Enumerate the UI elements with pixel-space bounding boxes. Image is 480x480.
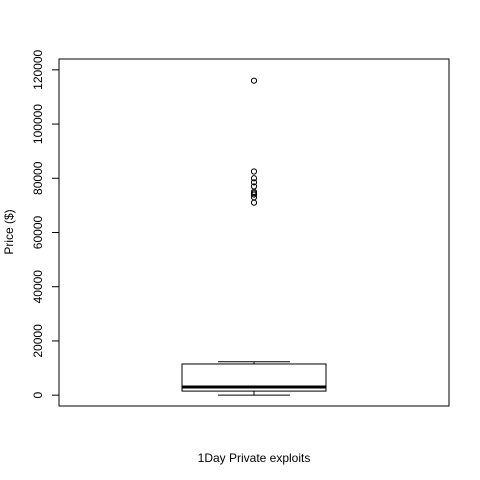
outlier-points [250,77,258,206]
y-axis-ticks: 0 20000 40000 60000 80000 100000 120000 [31,49,59,399]
y-tick-label: 60000 [31,215,45,249]
y-tick-label: 80000 [31,161,45,195]
y-tick-label: 0 [31,392,45,399]
x-axis-label: 1Day Private exploits [198,451,311,465]
y-tick-label: 100000 [31,104,45,144]
outlier-point [250,77,258,84]
boxplot [181,361,327,396]
outlier-point [250,175,258,182]
y-tick-label: 20000 [31,324,45,358]
y-axis-label: Price ($) [2,209,16,254]
outlier-point [250,191,258,198]
outlier-point [250,179,258,186]
outlier-point [250,168,258,175]
outlier-point [250,199,258,206]
y-tick-label: 40000 [31,270,45,304]
y-tick-label: 120000 [31,49,45,89]
